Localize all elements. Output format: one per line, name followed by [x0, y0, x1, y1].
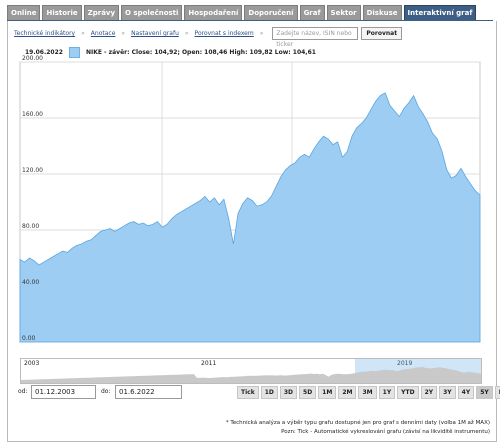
- zoom-1m-button[interactable]: 1M: [318, 386, 337, 399]
- zoom-buttons: Tick1D3D5D1M2M3M1YYTD2Y3Y4Y5YMax: [237, 386, 500, 399]
- separator: »: [81, 30, 85, 37]
- navigator[interactable]: 2003 2011 2019: [20, 358, 482, 384]
- separator: »: [184, 30, 189, 37]
- zoom-3m-button[interactable]: 3M: [358, 386, 377, 399]
- chart-legend: 19.06.2022 NIKE - závěr: Close: 104,92; …: [25, 47, 316, 58]
- tab-underline: [7, 20, 493, 21]
- zoom-3y-button[interactable]: 3Y: [439, 386, 456, 399]
- link-annotations[interactable]: Anotace: [90, 30, 116, 37]
- zoom-4y-button[interactable]: 4Y: [457, 386, 475, 399]
- tab-online[interactable]: Online: [7, 5, 41, 21]
- zoom-5d-button[interactable]: 5D: [299, 386, 317, 399]
- y-tick-label: 40.00: [22, 279, 39, 286]
- tab-interaktivni-graf[interactable]: Interaktivní graf: [403, 5, 477, 21]
- zoom-2y-button[interactable]: 2Y: [420, 386, 438, 399]
- tab-graf[interactable]: Graf: [299, 5, 325, 21]
- legend-text: NIKE - závěr: Close: 104,92; Open: 108,4…: [85, 49, 316, 56]
- legend-swatch: [68, 47, 80, 58]
- y-tick-label: 200.00: [22, 55, 43, 62]
- to-label: do:: [101, 388, 111, 395]
- navigator-label: 2003: [24, 360, 40, 367]
- zoom-max-button[interactable]: Max: [494, 386, 500, 399]
- navigator-series: [21, 367, 481, 383]
- footnote-tick: Pozn: Tick - Automatické vykreslování gr…: [281, 429, 490, 435]
- zoom-1y-button[interactable]: 1Y: [378, 386, 396, 399]
- price-chart[interactable]: 200.00 160.00 120.00 80.00 40.00 0.00: [14, 44, 486, 359]
- zoom-5y-button[interactable]: 5Y: [476, 386, 493, 399]
- link-technical-indicators[interactable]: Technické indikátory: [14, 30, 76, 37]
- from-date-input[interactable]: 01.12.2003: [31, 385, 96, 399]
- zoom-3d-button[interactable]: 3D: [279, 386, 298, 399]
- chart-toolbar: Technické indikátory » Anotace » Nastave…: [14, 27, 403, 48]
- tab-zpravy[interactable]: Zprávy: [83, 5, 120, 21]
- compare-button[interactable]: Porovnat: [361, 27, 403, 40]
- tab-o-spolecnosti[interactable]: O společnosti: [121, 5, 183, 21]
- content-panel: [7, 21, 497, 442]
- navigator-label: 2019: [397, 360, 413, 367]
- zoom-ytd-button[interactable]: YTD: [397, 386, 419, 399]
- tab-diskuse[interactable]: Diskuse: [362, 5, 402, 21]
- tab-doporuceni[interactable]: Doporučení: [244, 5, 298, 21]
- separator: »: [121, 30, 126, 37]
- from-label: od:: [18, 388, 28, 395]
- to-date-input[interactable]: 01.6.2022: [115, 385, 182, 399]
- y-tick-label: 120.00: [22, 167, 43, 174]
- link-chart-settings[interactable]: Nastavení grafu: [131, 30, 179, 37]
- zoom-tick-button[interactable]: Tick: [237, 386, 259, 399]
- separator: »: [259, 30, 264, 37]
- tab-hospodareni[interactable]: Hospodaření: [184, 5, 243, 21]
- legend-date: 19.06.2022: [25, 49, 63, 56]
- navigator-area: [21, 367, 481, 383]
- y-tick-label: 80.00: [22, 223, 39, 230]
- y-tick-label: 0.00: [22, 335, 36, 342]
- navigator-label: 2011: [201, 360, 217, 367]
- search-input[interactable]: Zadejte název, ISIN nebo ticker: [272, 27, 359, 48]
- tab-bar: Online Historie Zprávy O společnosti Hos…: [7, 5, 477, 21]
- tab-historie[interactable]: Historie: [42, 5, 82, 21]
- tab-sektor[interactable]: Sektor: [326, 5, 361, 21]
- zoom-2m-button[interactable]: 2M: [338, 386, 357, 399]
- link-compare-index[interactable]: Porovnat s indexem: [194, 30, 254, 37]
- y-tick-label: 160.00: [22, 111, 43, 118]
- zoom-1d-button[interactable]: 1D: [260, 386, 278, 399]
- footnote-technical: * Technická analýza a výběr typu grafu d…: [225, 420, 490, 426]
- area-series: [19, 92, 481, 343]
